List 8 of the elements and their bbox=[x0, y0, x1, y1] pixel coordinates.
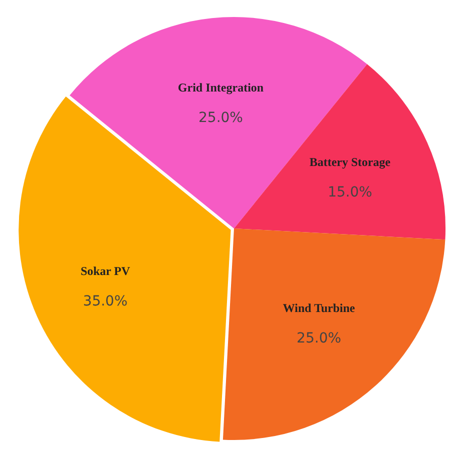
slice-label: Wind Turbine bbox=[282, 300, 356, 315]
slice-label: Sokar PV bbox=[80, 264, 130, 278]
data-label: 15.0% bbox=[328, 184, 372, 201]
data-label: 35.0% bbox=[83, 293, 128, 310]
data-label: 25.0% bbox=[296, 330, 342, 346]
data-label: 25.0% bbox=[198, 110, 243, 126]
slice-label: Grid Integration bbox=[178, 80, 264, 94]
slice-label: Battery Storage bbox=[309, 154, 392, 169]
